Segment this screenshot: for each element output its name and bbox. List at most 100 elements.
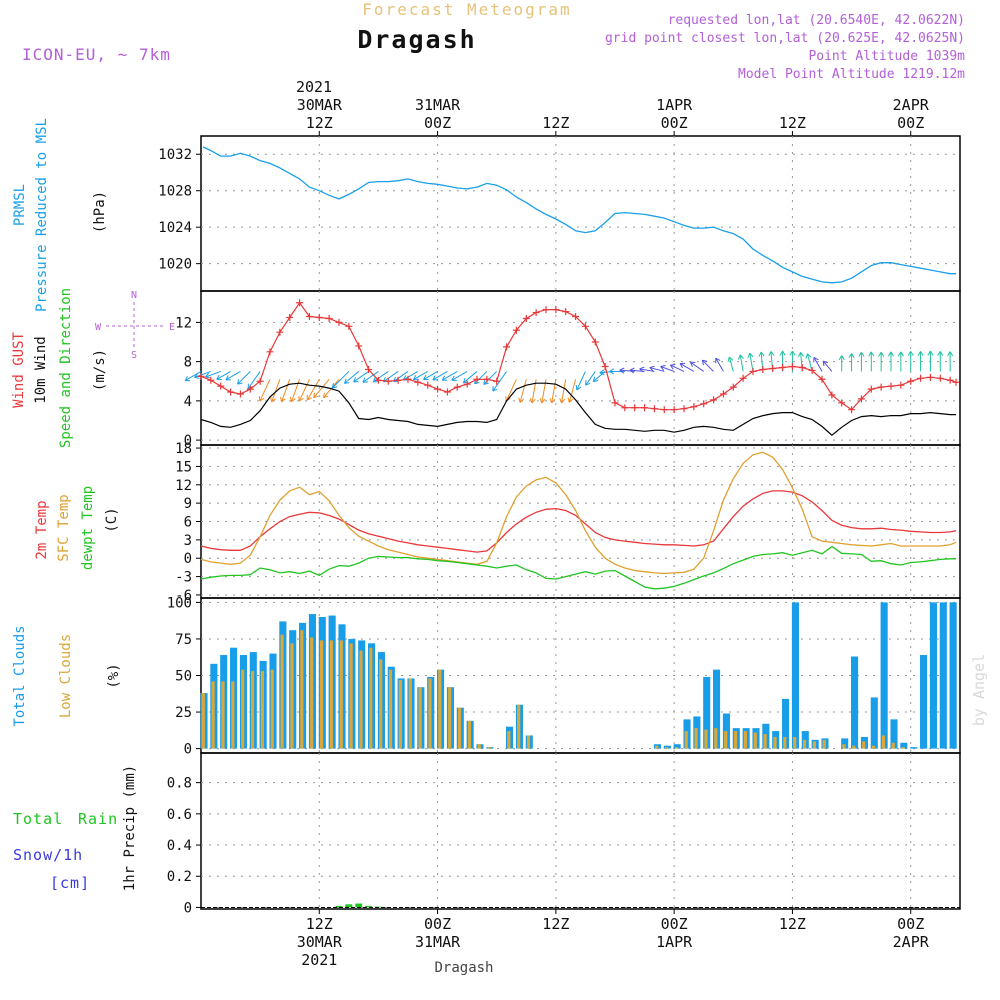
wind-dir-arrow <box>505 379 517 402</box>
wind-dir-arrow <box>576 371 586 391</box>
wind-dir-arrowhead <box>702 359 708 362</box>
gust-marker <box>493 377 501 385</box>
wind-dir-arrowhead <box>441 375 446 381</box>
wind-dir-arrow <box>413 371 428 381</box>
wind-dir-arrowhead <box>848 353 852 358</box>
wind-dir-arrow <box>822 360 833 372</box>
wind-dir-arrowhead <box>492 388 498 392</box>
gust-marker <box>246 385 254 393</box>
temp-sfc-line <box>200 451 957 575</box>
top-time-label: 12Z <box>779 114 806 132</box>
wind-dir-arrowhead <box>323 395 329 399</box>
total-cloud-bar <box>880 602 888 749</box>
ytick-label-wind: 4 <box>184 394 192 410</box>
gust-marker <box>611 399 619 407</box>
gust-marker <box>897 381 905 389</box>
gust-marker <box>503 343 511 351</box>
low-cloud-bar <box>901 747 905 749</box>
ytick-label-pressure: 1032 <box>158 147 192 163</box>
gust-marker <box>670 406 678 414</box>
gust-marker <box>788 363 796 371</box>
total-cloud-bar <box>791 602 799 749</box>
low-cloud-bar <box>704 729 708 749</box>
temp-dewpt-label: dewpt Temp <box>80 486 96 570</box>
gust-marker <box>749 367 757 375</box>
low-cloud-bar <box>369 647 373 749</box>
wind-dir-arrow <box>592 371 606 382</box>
wind-dir-arrowhead <box>727 356 730 362</box>
precip-cm-label: [cm] <box>50 874 90 892</box>
gust-marker <box>887 382 895 390</box>
gust-marker <box>739 374 747 382</box>
total-cloud-bar <box>713 669 721 749</box>
gust-marker <box>286 313 294 321</box>
wind-dir-arrowhead <box>402 375 407 381</box>
gust-marker <box>483 375 491 383</box>
total-cloud-bar <box>890 719 898 749</box>
ytick-label-temperature: 3 <box>184 533 192 549</box>
total-cloud-bar <box>920 655 928 749</box>
gust-marker <box>857 395 865 403</box>
wind-dir-arrowhead <box>518 397 521 403</box>
wind-dir-arrow <box>806 353 813 372</box>
gust-marker <box>296 299 304 307</box>
wind-dir-arrow <box>383 371 399 383</box>
gust-marker <box>562 308 570 316</box>
wind-dir-arrowhead <box>649 367 654 372</box>
gust-marker <box>660 406 668 414</box>
low-cloud-bar <box>310 637 314 749</box>
temp-2m-label: 2m Temp <box>34 500 50 559</box>
top-time-label: 00Z <box>424 114 451 132</box>
total-cloud-bar <box>900 742 908 749</box>
compass-rose: N S W E <box>95 290 175 361</box>
low-cloud-bar <box>300 630 304 749</box>
wind-dir-arrowhead <box>858 351 862 357</box>
ytick-label-pressure: 1020 <box>158 257 192 273</box>
wind-dir-arrowhead <box>344 382 350 384</box>
panel-temperature: -6 -3 0 3 6 9 12 15 18 <box>175 441 961 604</box>
top-time-label: 1APR <box>656 96 693 114</box>
low-cloud-bar <box>763 733 767 749</box>
panel-frame-precip <box>200 752 961 910</box>
ytick-label-temperature: 15 <box>175 459 192 475</box>
gust-marker <box>838 399 846 407</box>
total-cloud-bar <box>663 745 671 749</box>
low-cloud-bar <box>714 728 718 749</box>
pressure-unit: (hPa) <box>92 191 108 233</box>
temp-dewpt-line <box>200 545 957 590</box>
gust-marker <box>936 374 944 382</box>
wind-dir-arrowhead <box>298 396 300 402</box>
gust-marker <box>266 348 274 356</box>
pressure-label-2: Pressure Reduced to MSL <box>34 118 50 312</box>
gust-marker <box>414 378 422 386</box>
wind-dir-arrowhead <box>887 351 892 357</box>
wind-dir-arrow <box>561 379 567 404</box>
precip-ylabels: Total Rain Snow/1h [cm] 1hr Precip (mm) <box>13 765 138 892</box>
low-cloud-bar <box>526 735 531 749</box>
gust-marker <box>710 396 718 404</box>
wind-dir-arrowhead <box>907 351 912 356</box>
wind-dir-arrowhead <box>639 366 645 370</box>
wind-dir-arrowhead <box>737 354 741 360</box>
ytick-label-clouds: 0 <box>184 742 192 758</box>
low-cloud-bar <box>852 745 856 749</box>
low-cloud-bar <box>231 681 235 749</box>
low-cloud-bar <box>891 742 895 749</box>
gust-marker <box>572 313 580 321</box>
gust-marker <box>926 373 934 381</box>
panel-clouds: 0 25 50 75 100 <box>167 595 961 758</box>
low-cloud-bar <box>329 640 333 749</box>
wind-dir-arrowhead <box>900 351 904 357</box>
wind-dir-arrowhead <box>649 365 655 369</box>
low-cloud-bar <box>517 704 521 749</box>
low-cloud-bar <box>339 640 343 749</box>
wind-dir-arrow <box>184 371 202 382</box>
wind-dir-arrowhead <box>715 357 721 362</box>
top-time-label: 31MAR <box>415 96 461 114</box>
wind-dir-label: Speed and Direction <box>58 288 74 448</box>
gust-marker <box>453 383 461 391</box>
low-cloud-bar <box>743 731 747 749</box>
wind-dir-arrowhead <box>225 375 229 381</box>
wind-dir-arrowhead <box>184 375 189 381</box>
wind-dir-arrowhead <box>805 353 808 359</box>
